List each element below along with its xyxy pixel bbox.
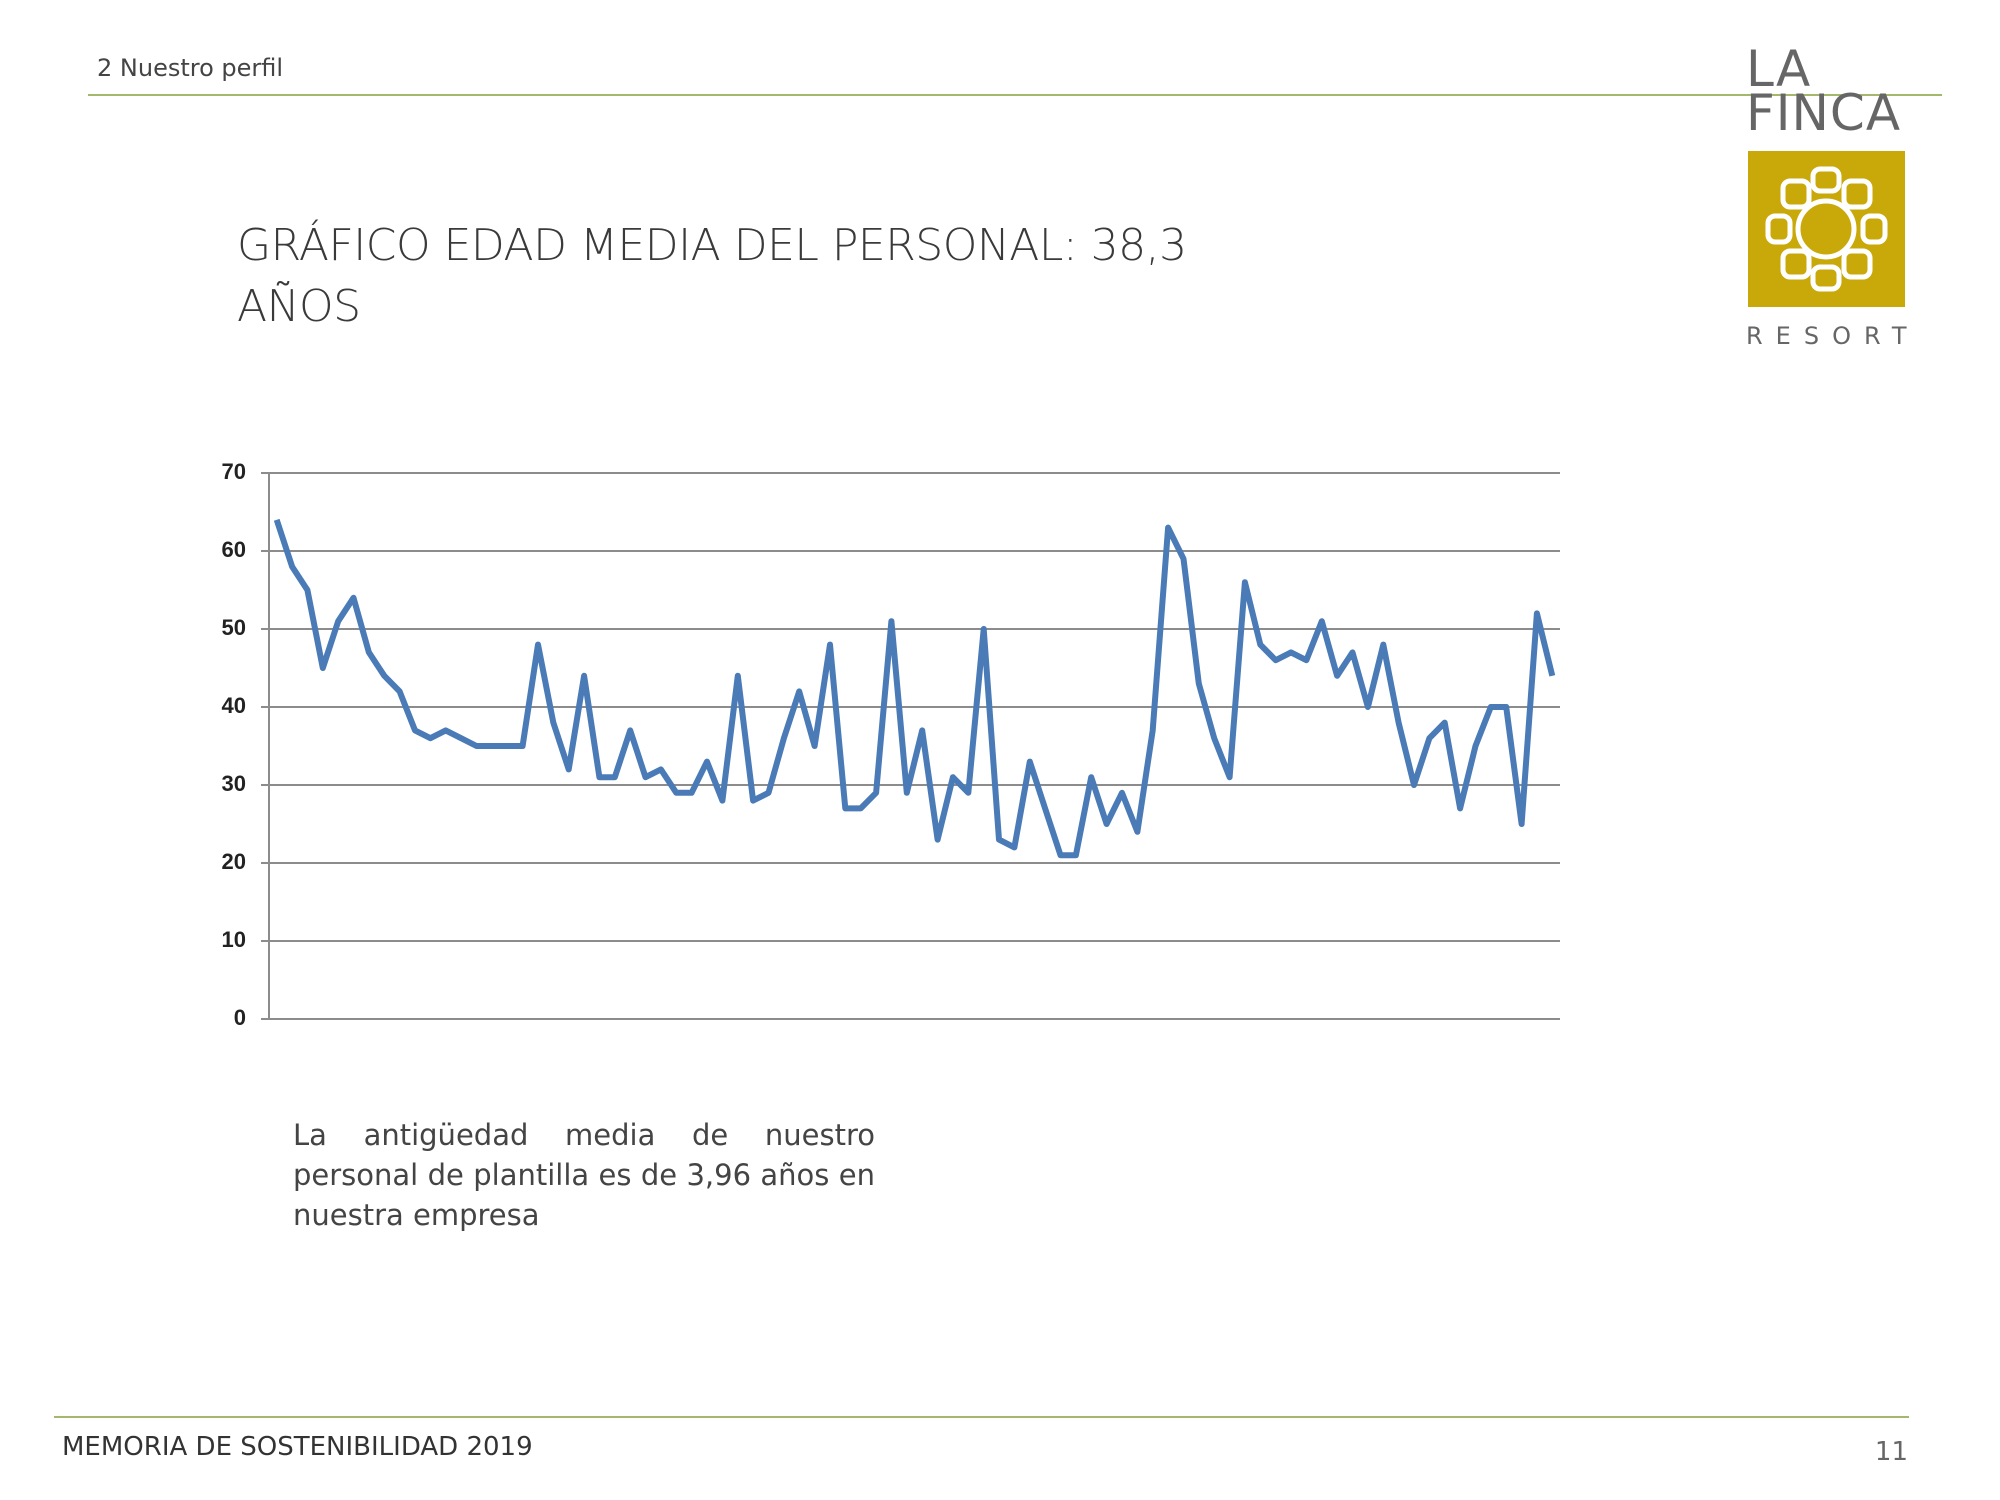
header-rule xyxy=(88,94,1942,96)
y-tick-label: 20 xyxy=(222,849,246,874)
y-tick-label: 30 xyxy=(222,771,246,796)
y-tick-label: 70 xyxy=(222,459,246,484)
logo-text: FINCA xyxy=(1746,84,1902,142)
y-tick-label: 0 xyxy=(234,1005,246,1030)
footer-text: MEMORIA DE SOSTENIBILIDAD 2019 xyxy=(62,1432,533,1462)
section-header: 2 Nuestro perfil xyxy=(97,54,284,82)
chart-title: GRÁFICO EDAD MEDIA DEL PERSONAL: 38,3 AÑ… xyxy=(237,220,1187,332)
logo-text: LA xyxy=(1746,40,1812,98)
footer-rule xyxy=(54,1416,1909,1418)
page-number: 11 xyxy=(1874,1437,1908,1467)
y-tick-label: 50 xyxy=(222,615,246,640)
paragraph: La antigüedad media de nuestro personal … xyxy=(293,1118,875,1232)
logo-subtitle: RESORT xyxy=(1746,322,1920,350)
chart: 0 10 20 30 40 50 60 70 xyxy=(222,459,1560,1030)
y-tick-label: 60 xyxy=(222,537,246,562)
y-tick-label: 10 xyxy=(222,927,246,952)
y-tick-label: 40 xyxy=(222,693,246,718)
data-line xyxy=(273,518,1556,859)
logo-emblem xyxy=(1748,151,1905,307)
